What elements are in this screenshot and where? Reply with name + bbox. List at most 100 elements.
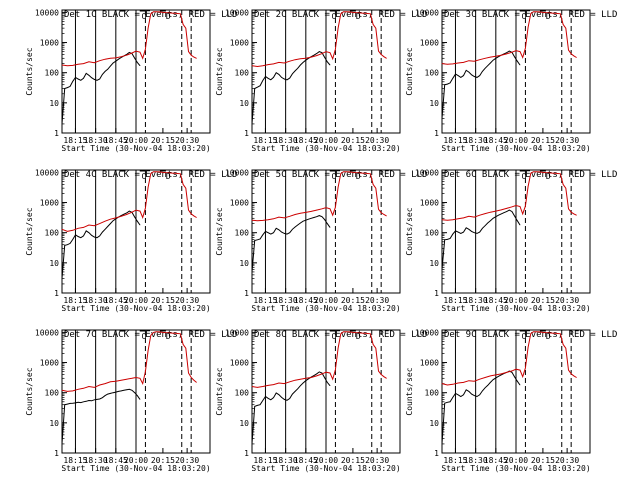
series-point-lld xyxy=(61,390,63,391)
series-point-lld xyxy=(153,11,154,12)
y-tick-label: 10 xyxy=(49,259,59,268)
series-point-events xyxy=(61,123,63,125)
x-tick-label: 18:45 xyxy=(104,456,128,465)
series-point-lld xyxy=(447,384,448,386)
panel-7: Det 7C BLACK = Events, RED = LLD11010010… xyxy=(25,328,237,473)
series-point-lld xyxy=(522,57,523,58)
series-point-events xyxy=(286,79,288,81)
series-point-lld xyxy=(367,333,369,334)
marker-symbol: O xyxy=(142,332,147,341)
series-point-lld xyxy=(542,332,544,333)
series-point-lld xyxy=(150,173,152,174)
series-point-lld xyxy=(546,12,548,13)
series-point-events xyxy=(479,75,481,76)
y-tick-label: 100 xyxy=(425,229,440,238)
x-tick-label: 20:00 xyxy=(504,296,528,305)
series-point-events xyxy=(96,237,98,238)
series-point-events xyxy=(270,399,272,401)
series-point-lld xyxy=(142,383,143,384)
y-tick-label: 10000 xyxy=(225,8,249,17)
series-point-lld xyxy=(104,383,106,384)
series-point-events xyxy=(487,385,489,386)
series-point-lld xyxy=(61,229,63,230)
x-tick-label: 18:30 xyxy=(274,456,298,465)
series-point-lld xyxy=(135,50,137,52)
series-point-events xyxy=(75,234,76,236)
series-point-events xyxy=(112,62,114,64)
series-point-lld xyxy=(169,172,170,174)
series-point-events xyxy=(94,399,95,401)
x-tick-label: 20:15 xyxy=(151,136,175,145)
series-point-events xyxy=(115,60,117,62)
series-point-lld xyxy=(552,332,553,334)
series-point-events xyxy=(490,220,491,221)
x-tick-label: 20:15 xyxy=(531,136,555,145)
x-tick-label: 20:30 xyxy=(555,296,579,305)
series-point-lld xyxy=(576,377,577,378)
series-point-lld xyxy=(500,209,502,211)
series-point-lld xyxy=(506,53,507,55)
series-point-lld xyxy=(335,206,336,208)
series-point-lld xyxy=(115,57,117,59)
series-point-events xyxy=(85,230,87,232)
marker-symbol: D xyxy=(166,332,171,341)
series-point-lld xyxy=(61,64,63,66)
series-point-lld xyxy=(378,370,379,372)
series-point-lld xyxy=(441,63,443,64)
series-point-lld xyxy=(177,13,178,14)
panel-6: Det 6C BLACK = Events, RED = LLD11010010… xyxy=(405,168,617,313)
series-point-lld xyxy=(348,11,350,13)
series-point-lld xyxy=(83,63,84,64)
series-point-lld xyxy=(359,12,360,14)
series-point-lld xyxy=(193,56,195,58)
series-point-lld xyxy=(316,209,317,211)
series-point-events xyxy=(324,57,326,58)
series-point-lld xyxy=(367,173,369,174)
x-axis-label: Start Time (30-Nov-04 18:03:20) xyxy=(251,304,400,313)
x-tick-label: 20:30 xyxy=(365,456,389,465)
series-point-events xyxy=(129,210,130,212)
series-point-lld xyxy=(139,210,141,212)
series-point-lld xyxy=(131,378,133,379)
y-tick-label: 1 xyxy=(434,129,439,138)
series-point-events xyxy=(465,70,467,71)
series-point-events xyxy=(275,72,277,73)
series-point-events xyxy=(495,377,497,379)
series-point-events xyxy=(284,233,285,234)
series-point-lld xyxy=(554,332,556,334)
x-tick-label: 20:30 xyxy=(555,456,579,465)
x-tick-label: 18:15 xyxy=(443,136,467,145)
series-point-events xyxy=(474,232,475,233)
panel-8: Det 8C BLACK = Events, RED = LLD11010010… xyxy=(215,328,427,473)
series-point-lld xyxy=(185,347,187,349)
series-point-lld xyxy=(177,333,178,334)
y-axis-label: Counts/sec xyxy=(25,367,34,415)
series-point-lld xyxy=(267,219,269,220)
y-tick-label: 1 xyxy=(434,449,439,458)
series-point-lld xyxy=(155,331,157,333)
series-point-events xyxy=(289,232,291,233)
series-point-lld xyxy=(273,63,274,65)
series-point-lld xyxy=(542,172,544,173)
series-point-lld xyxy=(568,49,569,51)
series-point-lld xyxy=(99,384,100,386)
x-tick-label: 18:30 xyxy=(274,136,298,145)
series-point-lld xyxy=(185,27,187,29)
series-point-events xyxy=(80,237,82,238)
panel-1: Det 1C BLACK = Events, RED = LLD11010010… xyxy=(25,8,237,153)
series-point-lld xyxy=(340,173,342,174)
series-point-events xyxy=(85,401,87,402)
y-tick-label: 100 xyxy=(235,389,250,398)
series-point-lld xyxy=(533,11,534,12)
series-point-lld xyxy=(166,12,168,13)
series-point-lld xyxy=(310,211,312,212)
marker-symbol: O xyxy=(332,12,337,21)
series-point-lld xyxy=(359,172,360,174)
series-point-events xyxy=(476,77,478,78)
series-point-lld xyxy=(294,59,296,60)
x-axis-label: Start Time (30-Nov-04 18:03:20) xyxy=(61,464,210,473)
x-tick-label: 18:30 xyxy=(84,136,108,145)
series-point-lld xyxy=(329,208,331,210)
x-tick-label: 20:00 xyxy=(504,136,528,145)
x-tick-label: 18:15 xyxy=(253,456,277,465)
